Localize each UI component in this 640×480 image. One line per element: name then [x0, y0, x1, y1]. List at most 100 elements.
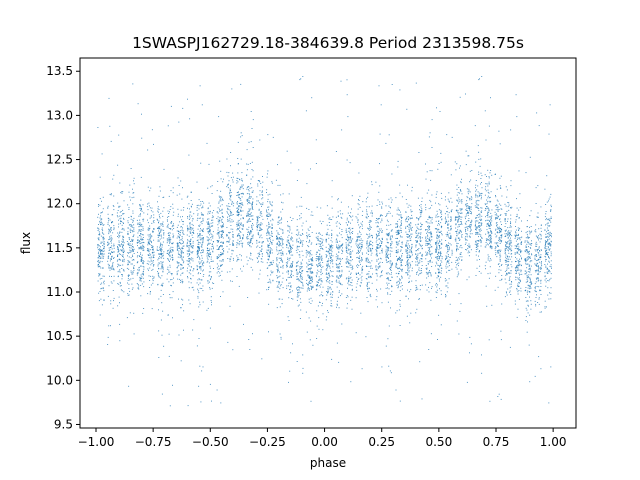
data-point [232, 245, 234, 246]
data-point [400, 265, 402, 267]
data-point [337, 211, 339, 213]
data-point [160, 285, 162, 286]
data-point [138, 229, 140, 231]
data-point [306, 254, 308, 256]
data-point [128, 217, 130, 218]
data-point [129, 245, 131, 247]
data-point [390, 265, 392, 267]
data-point [182, 272, 184, 274]
data-point [371, 212, 373, 214]
data-point [386, 219, 388, 221]
data-point [322, 302, 323, 304]
data-point [376, 252, 378, 254]
data-point [428, 208, 430, 210]
data-point [108, 220, 109, 222]
data-point [379, 261, 381, 263]
data-point [269, 237, 271, 239]
data-point [326, 205, 328, 207]
data-point [342, 250, 344, 252]
data-point [416, 256, 418, 258]
data-point [209, 211, 211, 213]
data-point [100, 222, 102, 224]
data-point [419, 244, 421, 246]
data-point [366, 261, 368, 263]
data-point [193, 213, 195, 215]
data-point [130, 241, 131, 242]
data-point [177, 242, 179, 244]
data-point [108, 239, 110, 241]
data-point [396, 251, 398, 253]
data-point [140, 278, 142, 280]
data-point [97, 244, 99, 246]
data-point [219, 246, 220, 248]
data-point [411, 270, 413, 272]
data-point [397, 244, 399, 246]
data-point [197, 249, 198, 251]
data-point [100, 288, 102, 290]
data-point [143, 268, 145, 270]
data-point [229, 258, 231, 260]
data-point [143, 249, 145, 251]
data-point [319, 243, 321, 245]
data-point [187, 207, 188, 209]
data-point [123, 252, 124, 254]
data-point [161, 267, 163, 269]
data-point [267, 198, 269, 200]
data-point [391, 241, 393, 243]
data-point [429, 260, 431, 262]
data-point [329, 225, 331, 226]
data-point [133, 192, 135, 194]
data-point [399, 226, 401, 228]
data-point [320, 294, 322, 296]
data-point [395, 263, 397, 265]
data-point [386, 228, 388, 230]
data-point [203, 261, 205, 263]
data-point [228, 241, 230, 243]
data-point [208, 274, 210, 276]
data-point [257, 217, 259, 219]
data-point [217, 268, 219, 270]
data-point [129, 228, 131, 230]
data-point [346, 266, 348, 268]
data-point [410, 227, 412, 229]
data-point [171, 285, 172, 287]
data-point [241, 246, 243, 248]
data-point [268, 232, 270, 234]
data-point [407, 249, 408, 251]
data-point [280, 194, 282, 196]
data-point [329, 265, 331, 267]
data-point [200, 212, 202, 214]
data-point [259, 139, 261, 141]
data-point [252, 224, 254, 226]
data-point [147, 240, 149, 242]
data-point [347, 303, 348, 305]
data-point [421, 237, 423, 239]
data-point [191, 245, 193, 247]
data-point [183, 207, 185, 208]
data-point [132, 249, 134, 251]
data-point [278, 252, 280, 254]
data-point [398, 273, 400, 274]
data-point [262, 204, 264, 206]
data-point [173, 223, 174, 225]
data-point [399, 258, 401, 260]
data-point [208, 253, 210, 255]
data-point [187, 228, 189, 230]
data-point [181, 239, 183, 241]
data-point [420, 214, 422, 216]
data-point [131, 197, 133, 199]
data-point [290, 274, 291, 276]
data-point [301, 245, 303, 247]
data-point [408, 257, 410, 258]
data-point [279, 257, 281, 259]
data-point [187, 267, 188, 269]
data-point [391, 277, 393, 278]
data-point [378, 85, 380, 87]
data-point [276, 244, 278, 245]
data-point [359, 259, 361, 261]
data-point [266, 233, 268, 235]
data-point [188, 272, 190, 274]
data-point [161, 334, 163, 336]
data-point [300, 217, 302, 219]
data-point [208, 250, 210, 252]
